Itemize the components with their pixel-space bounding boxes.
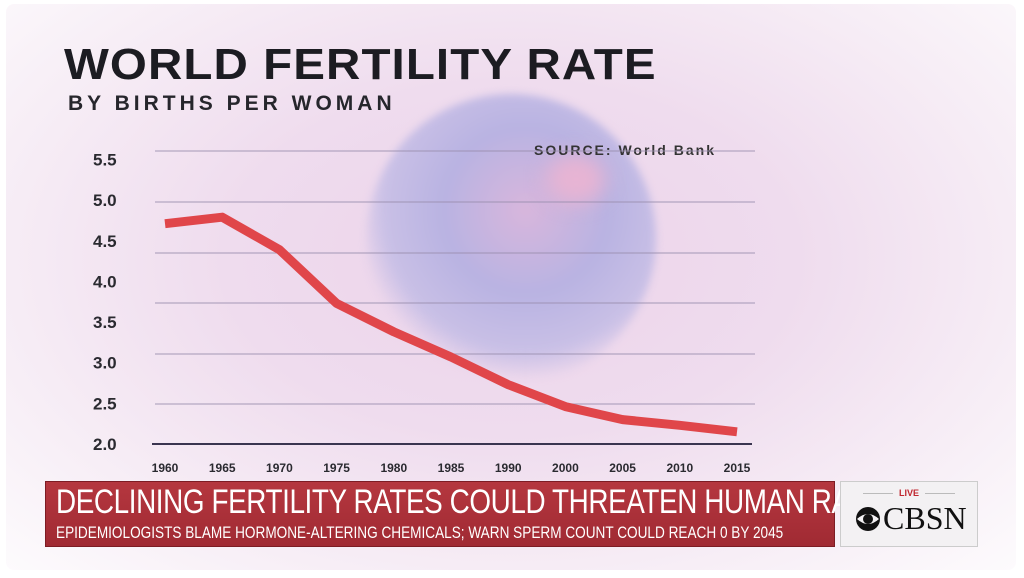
chart-title: WORLD FERTILITY RATE — [64, 40, 657, 89]
background-cell-nucleus — [546, 154, 606, 204]
x-tick-label: 2005 — [609, 461, 636, 475]
cbs-eye-icon — [856, 506, 880, 531]
x-tick-label: 1980 — [380, 461, 407, 475]
x-tick-label: 1960 — [152, 461, 179, 475]
y-tick-label: 2.5 — [93, 394, 117, 413]
cbsn-logo: LIVE CBSN — [840, 481, 978, 547]
x-tick-label: 1970 — [266, 461, 293, 475]
source-note: SOURCE: World Bank — [534, 142, 716, 158]
subheadline: EPIDEMIOLOGISTS BLAME HORMONE-ALTERING C… — [56, 523, 784, 542]
background-cell-image — [366, 94, 656, 384]
x-tick-label: 1965 — [209, 461, 236, 475]
y-tick-label: 4.0 — [93, 272, 117, 291]
y-tick-label: 3.0 — [93, 354, 117, 373]
x-tick-label: 1975 — [323, 461, 350, 475]
y-tick-label: 3.5 — [93, 313, 117, 332]
x-tick-label: 1990 — [495, 461, 522, 475]
headline: DECLINING FERTILITY RATES COULD THREATEN… — [56, 483, 888, 521]
x-tick-label: 2010 — [666, 461, 693, 475]
y-tick-label: 2.0 — [93, 435, 117, 454]
y-tick-label: 5.0 — [93, 191, 117, 210]
chart-subtitle: BY BIRTHS PER WOMAN — [68, 92, 396, 115]
cbsn-wordmark: CBSN — [883, 500, 967, 536]
x-tick-label: 2000 — [552, 461, 579, 475]
broadcast-frame: WORLD FERTILITY RATE BY BIRTHS PER WOMAN… — [6, 4, 1016, 570]
x-tick-label: 1985 — [438, 461, 465, 475]
y-tick-label: 5.5 — [93, 150, 117, 169]
y-tick-label: 4.5 — [93, 232, 117, 251]
live-label: LIVE — [841, 488, 977, 498]
fertility-rate-line — [164, 212, 738, 437]
x-tick-label: 2015 — [724, 461, 751, 475]
lower-third-banner: DECLINING FERTILITY RATES COULD THREATEN… — [45, 481, 888, 547]
